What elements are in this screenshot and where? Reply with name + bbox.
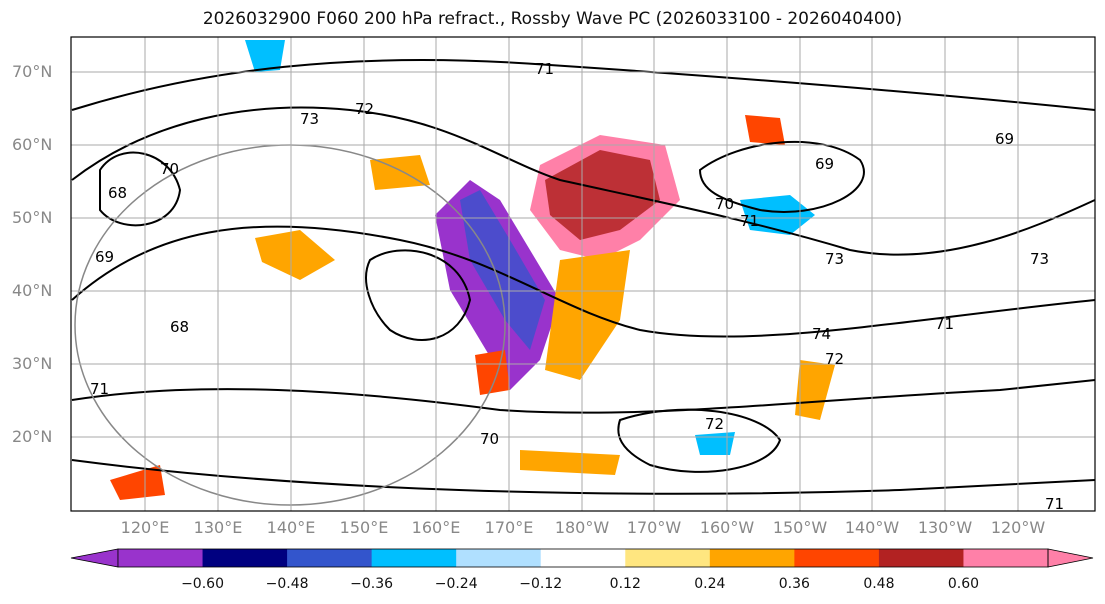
colorbar-tick-label: −0.12 xyxy=(519,576,563,592)
colorbar-tick-label: 0.36 xyxy=(778,576,810,592)
shaded-anomalies xyxy=(110,40,835,500)
colorbar-extend-high xyxy=(1047,548,1094,568)
contour-label: 69 xyxy=(815,155,835,173)
contour-label: 70 xyxy=(160,160,180,178)
colorbar-swatch xyxy=(202,549,288,567)
colorbar-swatch xyxy=(625,549,711,567)
cyan-patch-9 xyxy=(245,40,285,72)
colorbar-swatch xyxy=(794,549,880,567)
longitude-label: 130°E xyxy=(193,518,243,537)
colorbar-swatch xyxy=(709,549,795,567)
contour-label: 72 xyxy=(355,100,375,118)
longitude-label: 150°W xyxy=(772,518,828,537)
orange-patch-8 xyxy=(370,155,430,190)
contour-label: 69 xyxy=(95,248,115,266)
longitude-label: 170°E xyxy=(484,518,534,537)
contour-label: 72 xyxy=(825,350,845,368)
longitude-label: 130°W xyxy=(917,518,973,537)
contour-label: 73 xyxy=(300,110,320,128)
colorbar-tick-label: 0.48 xyxy=(863,576,895,592)
gridlines xyxy=(71,37,1095,511)
longitude-label: 120°W xyxy=(990,518,1046,537)
colorbar-swatch xyxy=(540,549,626,567)
longitude-label: 140°E xyxy=(266,518,316,537)
colorbar-tick-label: 0.24 xyxy=(694,576,726,592)
colorbar-tick-label: −0.48 xyxy=(265,576,309,592)
colorbar-tick-label: 0.12 xyxy=(609,576,641,592)
latitude-label: 30°N xyxy=(12,354,53,373)
contour-label: 72 xyxy=(705,415,725,433)
contour-label: 71 xyxy=(935,315,955,333)
colorbar-extend-low xyxy=(70,548,119,568)
contour-label: 68 xyxy=(108,184,128,202)
contour-label: 69 xyxy=(995,130,1015,148)
contour-label: 71 xyxy=(90,380,110,398)
latitude-label: 70°N xyxy=(12,62,53,81)
orange-patch-7 xyxy=(255,230,335,280)
longitude-label: 170°W xyxy=(626,518,682,537)
map-title: 2026032900 F060 200 hPa refract., Rossby… xyxy=(202,9,903,29)
orange-patch-5 xyxy=(520,450,620,475)
contour-label: 70 xyxy=(480,430,500,448)
contour-label: 71 xyxy=(1045,495,1065,513)
cyan-patch-6 xyxy=(695,432,735,455)
colorbar-swatch xyxy=(371,549,457,567)
latitude-label: 60°N xyxy=(12,135,53,154)
longitude-label: 140°W xyxy=(844,518,900,537)
latitude-label: 40°N xyxy=(12,281,53,300)
contour-label: 73 xyxy=(825,250,845,268)
colorbar-swatch xyxy=(456,549,542,567)
colorbar-swatch xyxy=(287,549,373,567)
contour-lines xyxy=(71,59,1096,495)
colorbar-tick-label: −0.60 xyxy=(181,576,224,592)
colorbar xyxy=(70,548,1094,568)
contour-label: 74 xyxy=(812,325,832,343)
red-patch-4 xyxy=(110,465,165,500)
colorbar-outline xyxy=(117,548,1049,568)
colorbar-swatch xyxy=(118,549,204,567)
longitude-label: 180°W xyxy=(554,518,610,537)
longitude-label: 150°E xyxy=(339,518,389,537)
longitude-label: 160°E xyxy=(411,518,461,537)
colorbar-tick-label: −0.24 xyxy=(434,576,478,592)
contour-label: 68 xyxy=(170,318,190,336)
longitude-label: 120°E xyxy=(120,518,170,537)
colorbar-swatch xyxy=(963,549,1049,567)
orange-patch-3 xyxy=(795,360,835,420)
navy-negative-patch xyxy=(460,190,545,350)
contour-label: 70 xyxy=(715,195,735,213)
colorbar-tick-label: −0.36 xyxy=(350,576,394,592)
latitude-label: 20°N xyxy=(12,427,53,446)
longitude-label: 160°W xyxy=(699,518,755,537)
colorbar-tick-label: 0.60 xyxy=(947,576,980,592)
red-patch-2 xyxy=(475,350,510,395)
contour-label: 73 xyxy=(1030,250,1050,268)
colorbar-swatch xyxy=(878,549,964,567)
contour-label: 71 xyxy=(535,60,555,78)
contour-label: 71 xyxy=(740,212,760,230)
map-frame xyxy=(70,36,1096,512)
orange-positive-patch xyxy=(545,250,630,380)
projection-circle xyxy=(74,144,506,506)
orange-patch-10 xyxy=(745,115,785,145)
latitude-label: 50°N xyxy=(12,208,53,227)
